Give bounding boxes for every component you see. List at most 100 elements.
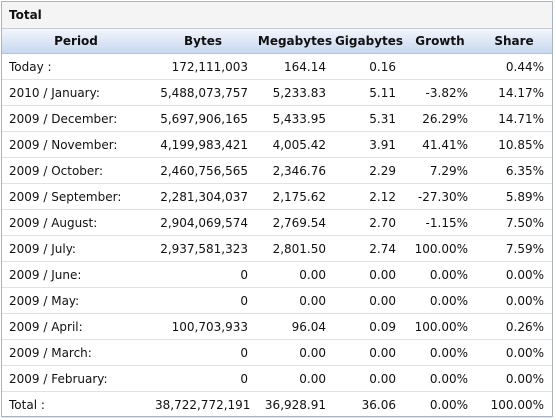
table-row: 2009 / March: 0 0.00 0.00 0.00% 0.00% (2, 339, 552, 366)
table-cell: 2,175.62 (256, 183, 334, 210)
table-cell: 100,703,933 (150, 313, 256, 340)
table-cell (404, 53, 476, 80)
table-row: Today :172,111,003 164.14 0.16 0.44% (2, 53, 552, 80)
table-cell: 0.00% (476, 261, 552, 288)
table-cell: 164.14 (256, 53, 334, 80)
table-cell: 0.00 (256, 261, 334, 288)
table-cell: 96.04 (256, 313, 334, 340)
table-cell: 2009 / July: (2, 235, 150, 262)
table-cell: 0.00 (256, 365, 334, 392)
table-row: 2010 / January: 5,488,073,757 5,233.83 5.11… (2, 79, 552, 106)
table-cell: 5,488,073,757 (150, 79, 256, 106)
table-cell: 0.44% (476, 53, 552, 80)
table-cell: 2,281,304,037 (150, 183, 256, 210)
table-cell: 0.00% (476, 287, 552, 314)
table-cell: 100.00% (404, 313, 476, 340)
table-row: 2009 / June: 0 0.00 0.00 0.00% 0.00% (2, 261, 552, 288)
table-cell: 0.00 (334, 261, 404, 288)
table-cell: 2,937,581,323 (150, 235, 256, 262)
table-row: 2009 / May: 0 0.00 0.00 0.00% 0.00% (2, 287, 552, 314)
table-cell: 38,722,772,191 (150, 391, 256, 418)
table-cell: 5.11 (334, 79, 404, 106)
table-cell: 7.50% (476, 209, 552, 236)
table-cell: 4,005.42 (256, 131, 334, 158)
table-cell: 2009 / May: (2, 287, 150, 314)
table-row: 2009 / October: 2,460,756,565 2,346.76 2.29… (2, 157, 552, 184)
table-row: 2009 / April: 100,703,933 96.04 0.09 100.00%… (2, 313, 552, 340)
table-row: Total :38,722,772,191 36,928.91 36.06 0.00%… (2, 391, 552, 418)
table-cell: 100.00% (476, 391, 552, 418)
column-header: Period (2, 29, 150, 54)
table-cell: 41.41% (404, 131, 476, 158)
column-header: Gigabytes (334, 29, 404, 54)
table-cell: -3.82% (404, 79, 476, 106)
table-cell: 0.00 (256, 339, 334, 366)
column-header: Growth (404, 29, 476, 54)
table-body: Today :172,111,003 164.14 0.16 0.44% 2010 / … (2, 53, 552, 418)
table-cell: 2.12 (334, 183, 404, 210)
table-cell: 5,233.83 (256, 79, 334, 106)
table-cell: 2009 / September: (2, 183, 150, 210)
table-cell: 4,199,983,421 (150, 131, 256, 158)
table-cell: 0 (150, 261, 256, 288)
column-header: Megabytes (256, 29, 334, 54)
table-cell: 3.91 (334, 131, 404, 158)
table-row: 2009 / August: 2,904,069,574 2,769.54 2.70-… (2, 209, 552, 236)
table-cell: 2.29 (334, 157, 404, 184)
table-cell: 5,697,906,165 (150, 105, 256, 132)
table-cell: 0.00% (404, 391, 476, 418)
table-cell: 0.09 (334, 313, 404, 340)
table-cell: 0.26% (476, 313, 552, 340)
table-cell: 2009 / December: (2, 105, 150, 132)
table-cell: 0.00% (404, 365, 476, 392)
table-cell: 36.06 (334, 391, 404, 418)
table-cell: 36,928.91 (256, 391, 334, 418)
table-row: 2009 / July: 2,937,581,323 2,801.50 2.74 100… (2, 235, 552, 262)
table-cell: 0 (150, 339, 256, 366)
table-cell: 2,460,756,565 (150, 157, 256, 184)
table-cell: 0.00% (404, 287, 476, 314)
table-cell: 0.00 (334, 339, 404, 366)
table-cell: 0.00% (404, 339, 476, 366)
table-cell: 6.35% (476, 157, 552, 184)
table-cell: 2009 / November: (2, 131, 150, 158)
table-cell: 0 (150, 365, 256, 392)
table-cell: 2,769.54 (256, 209, 334, 236)
table-cell: 2009 / June: (2, 261, 150, 288)
table-cell: 0.00% (476, 339, 552, 366)
column-header: Bytes (150, 29, 256, 54)
table-cell: 7.59% (476, 235, 552, 262)
table-cell: 14.71% (476, 105, 552, 132)
table-cell: Total : (2, 391, 150, 418)
table-cell: -27.30% (404, 183, 476, 210)
table-cell: 2009 / February: (2, 365, 150, 392)
table-cell: Today : (2, 53, 150, 80)
table-cell: 172,111,003 (150, 53, 256, 80)
header-row: Period Bytes Megabytes Gigabytes Growth Share (2, 29, 552, 54)
table-cell: 14.17% (476, 79, 552, 106)
table-cell: 2.74 (334, 235, 404, 262)
table-cell: 2009 / April: (2, 313, 150, 340)
table-cell: 0.00 (334, 287, 404, 314)
table-cell: 2.70 (334, 209, 404, 236)
table-cell: 5.89% (476, 183, 552, 210)
table-cell: 2009 / March: (2, 339, 150, 366)
table-cell: 0.00 (334, 365, 404, 392)
table-cell: 2,801.50 (256, 235, 334, 262)
table-cell: 7.29% (404, 157, 476, 184)
table-cell: 0.00% (404, 261, 476, 288)
table-cell: 100.00% (404, 235, 476, 262)
table-cell: 26.29% (404, 105, 476, 132)
table-row: 2009 / December: 5,697,906,165 5,433.95 5.3… (2, 105, 552, 132)
table-cell: 0 (150, 287, 256, 314)
table-cell: -1.15% (404, 209, 476, 236)
panel-title: Total (2, 2, 552, 29)
table-cell: 5.31 (334, 105, 404, 132)
table-cell: 0.00 (256, 287, 334, 314)
table-cell: 2,346.76 (256, 157, 334, 184)
table-row: 2009 / September: 2,281,304,037 2,175.62 2.… (2, 183, 552, 210)
table-row: 2009 / February: 0 0.00 0.00 0.00% 0.00% (2, 365, 552, 392)
column-header: Share (476, 29, 552, 54)
